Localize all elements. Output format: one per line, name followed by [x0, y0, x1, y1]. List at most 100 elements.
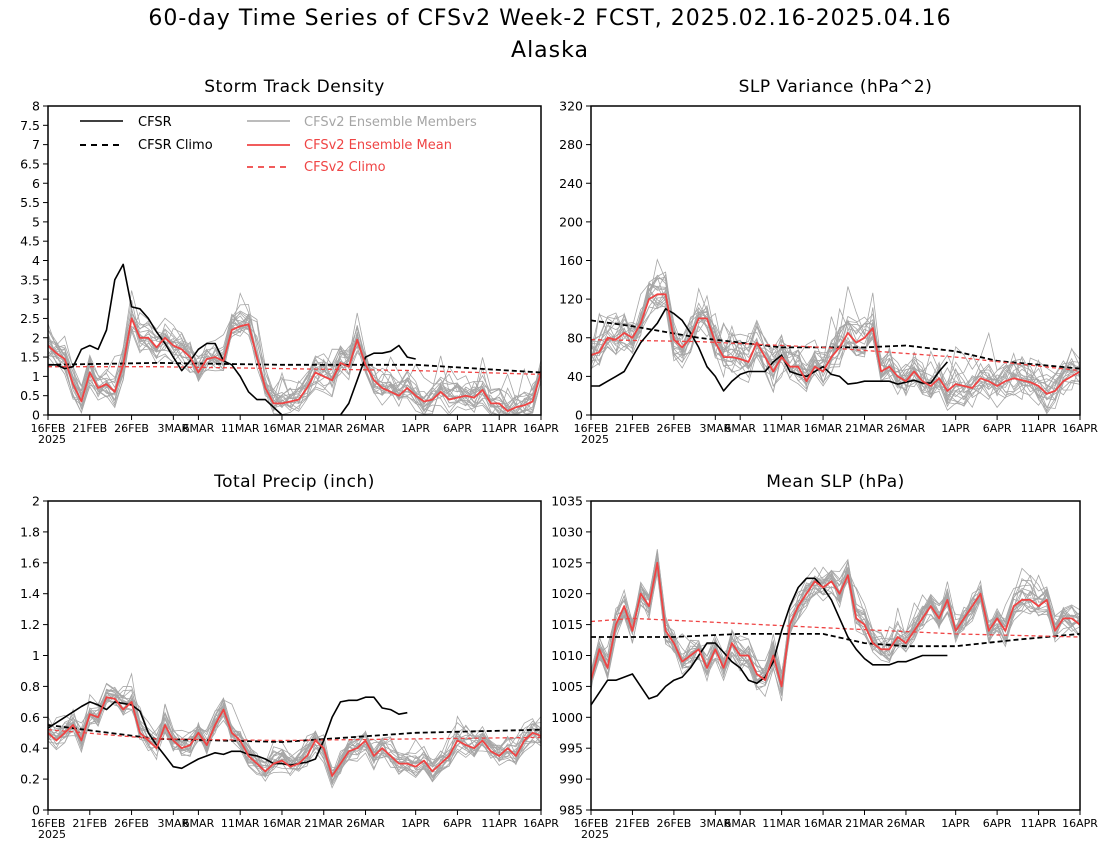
- x-year-label: 2025: [581, 828, 609, 841]
- y-tick-label: 40: [567, 369, 583, 384]
- y-tick-label: 1035: [551, 494, 583, 509]
- series-cfsv2-climo: [591, 339, 1080, 372]
- x-tick-label: 3MAR: [158, 817, 190, 830]
- x-tick-label: 26MAR: [346, 817, 385, 830]
- x-tick-label: 21FEB: [72, 817, 107, 830]
- x-tick-label: 6MAR: [183, 817, 215, 830]
- ensemble-members: [591, 258, 1080, 415]
- x-tick-label: 16APR: [523, 817, 559, 830]
- x-tick-label: 16APR: [1062, 817, 1098, 830]
- plot-frame: [590, 105, 1081, 416]
- x-tick-label: 11MAR: [221, 422, 260, 435]
- y-tick-label: 1015: [551, 617, 583, 632]
- legend-label-cfsv2-climo: CFSv2 Climo: [304, 160, 386, 175]
- panel-title: Storm Track Density: [204, 77, 385, 97]
- ensemble-member-line: [48, 689, 541, 786]
- x-tick-label: 16FEB: [31, 817, 66, 830]
- x-tick-label: 11APR: [1021, 422, 1057, 435]
- series-cfsr-climo: [48, 724, 541, 743]
- legend: CFSR CFSR Climo CFSv2 Ensemble Members C…: [80, 115, 477, 175]
- x-tick-label: 1APR: [941, 422, 970, 435]
- y-tick-label: 4.5: [20, 234, 40, 249]
- plot-frame: [47, 500, 542, 811]
- ensemble-member-line: [48, 683, 541, 789]
- y-tick-label: 7.5: [20, 118, 40, 133]
- y-tick-label: 2: [32, 494, 40, 509]
- ensemble-member-line: [48, 693, 541, 782]
- panel-title: Total Precip (inch): [213, 472, 375, 492]
- x-tick-label: 21MAR: [304, 817, 343, 830]
- y-tick-label: 6.5: [20, 156, 40, 171]
- y-tick-label: 2.5: [20, 311, 40, 326]
- plot-frame: [590, 500, 1081, 811]
- x-tick-label: 3MAR: [699, 422, 731, 435]
- ensemble-member-line: [48, 696, 541, 779]
- y-tick-label: 5.5: [20, 195, 40, 210]
- x-tick-label: 26FEB: [114, 422, 149, 435]
- y-tick-label: 1: [32, 648, 40, 663]
- legend-label-ens-mean: CFSv2 Ensemble Mean: [304, 138, 452, 153]
- y-tick-label: 160: [559, 253, 583, 268]
- x-tick-label: 6MAR: [183, 422, 215, 435]
- y-tick-label: 4: [32, 253, 40, 268]
- series-ensemble-mean: [591, 293, 1080, 395]
- x-tick-label: 26FEB: [114, 817, 149, 830]
- region-subtitle: Alaska: [511, 38, 589, 63]
- y-tick-label: 5: [32, 214, 40, 229]
- x-tick-label: 16APR: [1062, 422, 1098, 435]
- ensemble-member-line: [48, 324, 541, 415]
- x-tick-label: 11MAR: [762, 817, 801, 830]
- y-tick-label: 1020: [551, 586, 583, 601]
- y-tick-label: 1.2: [20, 617, 40, 632]
- y-tick-label: 1010: [551, 648, 583, 663]
- y-tick-label: 280: [559, 137, 583, 152]
- plot-area: [48, 672, 541, 789]
- plot-area: [591, 258, 1080, 415]
- plot-area: [48, 263, 541, 415]
- y-tick-label: 240: [559, 176, 583, 191]
- x-tick-label: 1APR: [401, 817, 430, 830]
- x-tick-label: 21FEB: [72, 422, 107, 435]
- y-tick-label: 0: [32, 408, 40, 423]
- series-cfsr: [48, 696, 408, 770]
- x-tick-label: 21FEB: [615, 817, 650, 830]
- series-ensemble-mean: [591, 561, 1080, 688]
- y-tick-label: 6: [32, 176, 40, 191]
- x-tick-label: 6APR: [983, 817, 1012, 830]
- x-tick-label: 11APR: [1021, 817, 1057, 830]
- ensemble-member-line: [591, 273, 1080, 399]
- ensemble-member-line: [591, 294, 1080, 403]
- x-tick-label: 11MAR: [221, 817, 260, 830]
- series-cfsr-climo: [591, 633, 1080, 648]
- y-tick-label: 1: [32, 369, 40, 384]
- chart-panel-2: SLP Variance (hPa^2) 0 40 80 120 160 200 240 280…: [559, 77, 1098, 446]
- y-tick-label: 0.8: [20, 679, 40, 694]
- y-tick-label: 1.6: [20, 555, 40, 570]
- x-tick-label: 16MAR: [263, 817, 302, 830]
- chart-panel-1: Storm Track Density 0 0.5 1 1.5 2 2.5 3 3.5 4 4.5 5…: [20, 77, 559, 446]
- x-tick-label: 3MAR: [158, 422, 190, 435]
- y-tick-label: 0: [32, 803, 40, 818]
- x-tick-label: 6MAR: [724, 422, 756, 435]
- x-tick-label: 1APR: [941, 817, 970, 830]
- ensemble-member-line: [48, 308, 541, 408]
- y-tick-label: 320: [559, 99, 583, 114]
- x-tick-label: 21FEB: [615, 422, 650, 435]
- chart-panel-3: Total Precip (inch) 0 0.2 0.4 0.6 0.8 1 1.2 1.4 1…: [20, 472, 559, 841]
- legend-label-members: CFSv2 Ensemble Members: [304, 115, 477, 130]
- y-tick-label: 0.4: [20, 741, 40, 756]
- series-cfsr-climo: [48, 361, 541, 374]
- y-tick-label: 1005: [551, 679, 583, 694]
- plot-area: [591, 549, 1080, 706]
- ensemble-member-line: [591, 554, 1080, 691]
- y-tick-label: 0.2: [20, 772, 40, 787]
- x-year-label: 2025: [581, 433, 609, 446]
- x-tick-label: 3MAR: [699, 817, 731, 830]
- x-tick-label: 11APR: [481, 817, 517, 830]
- y-tick-label: 1025: [551, 555, 583, 570]
- x-tick-label: 26MAR: [887, 817, 926, 830]
- x-tick-label: 6APR: [443, 817, 472, 830]
- y-tick-label: 3: [32, 292, 40, 307]
- x-tick-label: 11MAR: [762, 422, 801, 435]
- y-tick-label: 0: [575, 408, 583, 423]
